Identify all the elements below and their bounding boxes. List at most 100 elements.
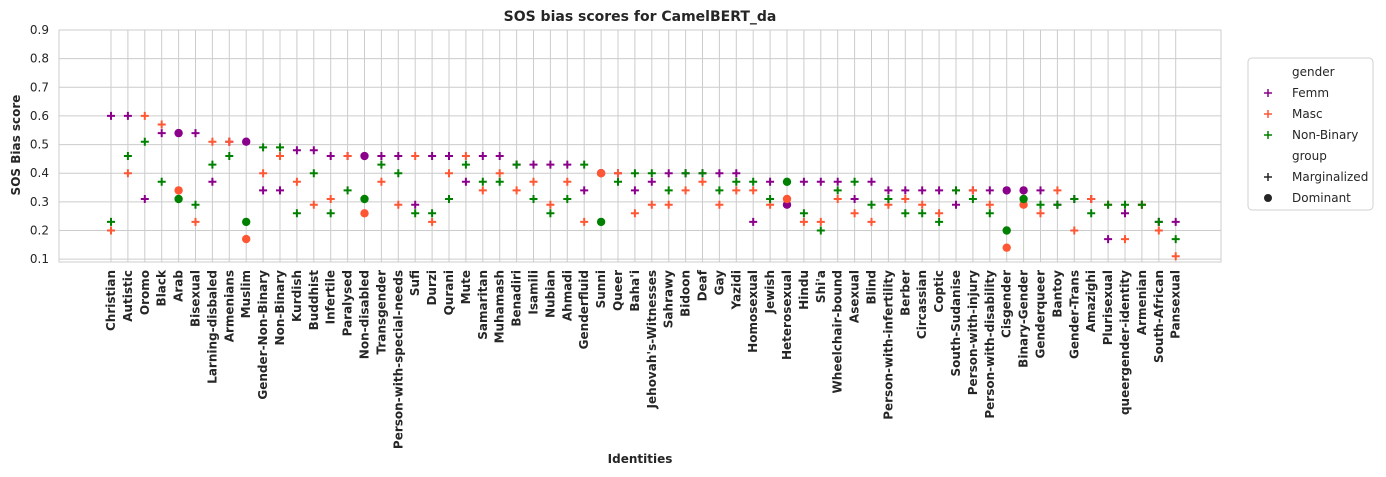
point-dominant	[174, 194, 183, 204]
point-marginalized	[698, 177, 707, 186]
point-marginalized	[664, 186, 673, 195]
y-tick-label: 0.1	[30, 252, 49, 266]
x-tick-label: South-Sudanise	[949, 270, 963, 377]
point-marginalized	[428, 217, 437, 226]
point-marginalized	[799, 177, 808, 186]
x-tick-label: Ahmadi	[560, 270, 574, 321]
point-marginalized	[799, 209, 808, 218]
point-marginalized	[985, 209, 994, 218]
legend-marker-non-binary	[1264, 131, 1272, 139]
legend-label-non-binary: Non-Binary	[1292, 128, 1358, 142]
point-dominant	[174, 186, 183, 195]
y-tick-label: 0.8	[30, 52, 49, 66]
x-tick-label: Plurisexual	[1101, 270, 1115, 345]
point-marginalized	[1087, 194, 1096, 203]
legend-label-femm: Femm	[1292, 86, 1329, 100]
point-marginalized	[529, 194, 538, 203]
point-marginalized	[1053, 200, 1062, 209]
point-dominant	[1002, 243, 1011, 252]
legend: gender Femm Masc Non-Binary group Marginalize…	[1247, 57, 1374, 211]
point-marginalized	[935, 209, 944, 218]
point-marginalized	[968, 186, 977, 195]
point-marginalized	[461, 177, 470, 186]
y-tick-label: 0.7	[30, 80, 49, 94]
point-marginalized	[292, 177, 301, 186]
series-femm	[107, 111, 1180, 244]
point-marginalized	[276, 143, 284, 152]
point-marginalized	[1104, 235, 1113, 244]
point-marginalized	[140, 111, 149, 120]
point-marginalized	[732, 186, 741, 195]
point-marginalized	[326, 194, 335, 203]
x-tick-label: Person-with-injury	[966, 270, 980, 395]
point-marginalized	[715, 186, 724, 195]
point-marginalized	[867, 200, 876, 209]
point-marginalized	[191, 217, 200, 226]
y-axis-title: SOS Bias score	[9, 95, 23, 196]
legend-marker-femm	[1264, 89, 1272, 97]
point-marginalized	[647, 169, 656, 178]
x-tick-label: Cisgender	[1000, 270, 1014, 338]
point-marginalized	[630, 169, 639, 178]
x-tick-label: Christian	[104, 270, 118, 331]
point-marginalized	[766, 194, 775, 203]
point-marginalized	[563, 160, 572, 169]
point-marginalized	[715, 169, 724, 178]
x-tick-label: Sahrawy	[662, 270, 676, 328]
point-marginalized	[107, 217, 115, 226]
point-marginalized	[968, 194, 977, 203]
point-marginalized	[394, 152, 403, 161]
x-tick-label: Yazidi	[729, 270, 743, 311]
x-tick-label: Coptic	[932, 270, 946, 313]
point-marginalized	[259, 169, 268, 178]
x-tick-label: Autistic	[121, 270, 135, 322]
x-tick-label: Blind	[865, 270, 879, 305]
point-marginalized	[140, 137, 149, 146]
x-tick-label: Non-Binary	[273, 270, 287, 346]
point-dominant	[1019, 194, 1028, 204]
point-marginalized	[563, 177, 572, 186]
point-marginalized	[107, 111, 115, 120]
point-marginalized	[495, 177, 504, 186]
point-marginalized	[445, 194, 453, 203]
point-marginalized	[630, 186, 639, 195]
x-tick-label: Bantoy	[1050, 270, 1064, 318]
point-marginalized	[935, 186, 944, 195]
x-tick-label: Genderfluid	[577, 270, 591, 349]
x-tick-label: Larning-disbaled	[205, 270, 219, 384]
point-marginalized	[292, 146, 301, 155]
point-marginalized	[985, 186, 994, 195]
point-marginalized	[1053, 186, 1062, 195]
point-marginalized	[411, 209, 420, 218]
x-tick-label: Mute	[459, 270, 473, 304]
point-marginalized	[1154, 217, 1163, 226]
y-tick-label: 0.9	[30, 23, 49, 37]
point-marginalized	[833, 177, 842, 186]
point-marginalized	[749, 217, 758, 226]
point-marginalized	[512, 160, 521, 169]
point-dominant	[1002, 226, 1011, 235]
point-marginalized	[1104, 200, 1113, 209]
point-marginalized	[495, 169, 504, 178]
x-tick-label: Armenian	[1135, 270, 1149, 335]
point-marginalized	[749, 177, 758, 186]
point-marginalized	[445, 169, 453, 178]
x-tick-labels: Christian Autistic Oromo Black Arab Bisexual L…	[104, 269, 1183, 449]
point-marginalized	[259, 143, 268, 152]
point-marginalized	[478, 152, 487, 161]
point-marginalized	[766, 177, 775, 186]
x-tick-label: Samaritan	[476, 270, 490, 340]
point-marginalized	[647, 177, 656, 186]
point-dominant	[242, 217, 251, 227]
point-marginalized	[647, 200, 656, 209]
x-tick-label: Arab	[172, 270, 186, 302]
x-tick-label: Oromo	[138, 270, 152, 315]
point-marginalized	[580, 217, 589, 226]
point-marginalized	[309, 146, 318, 155]
point-marginalized	[259, 186, 268, 195]
point-marginalized	[1154, 226, 1163, 235]
y-tick-label: 0.4	[30, 166, 49, 180]
x-tick-label: Queer	[611, 270, 625, 311]
